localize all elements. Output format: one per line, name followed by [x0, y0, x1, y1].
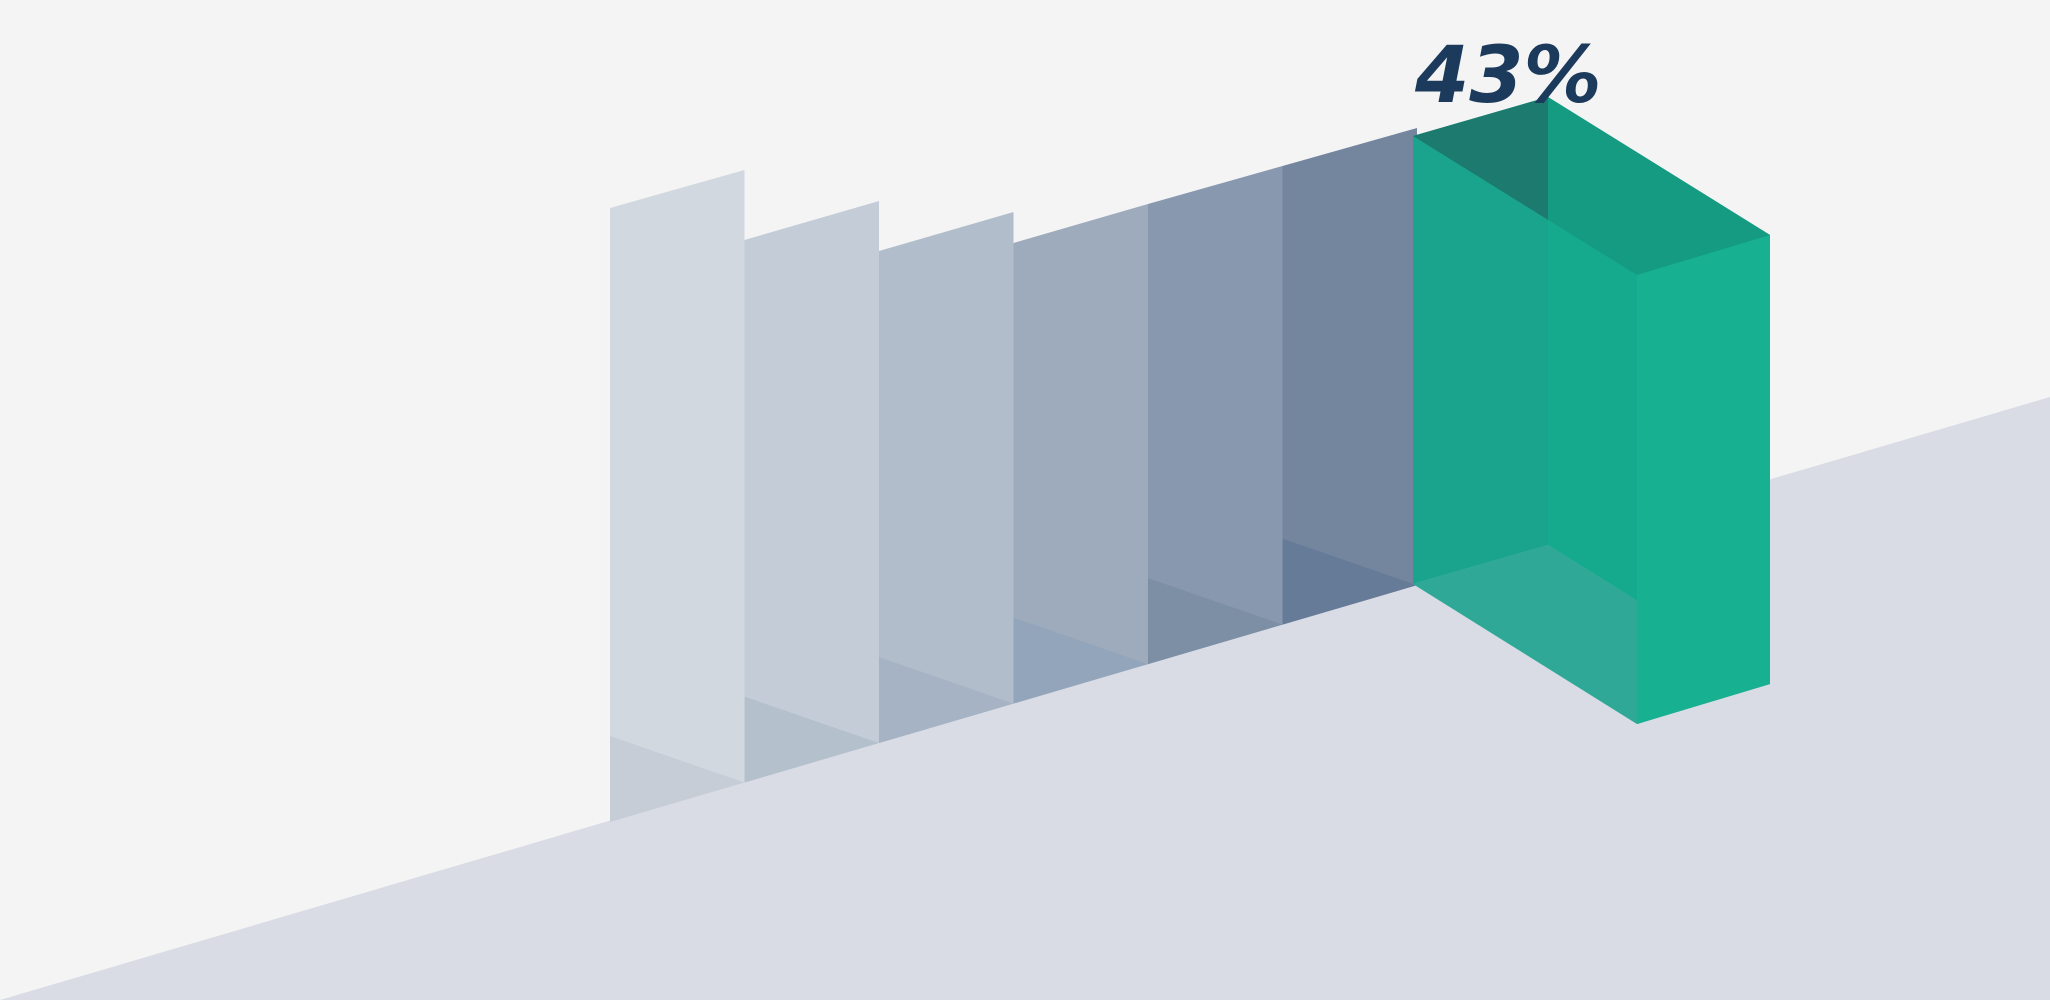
bar-panel-reflection — [610, 736, 745, 822]
bar-panel-face — [1013, 204, 1148, 704]
highlight-value-label: 43% — [1414, 31, 1602, 121]
bar-panel-reflection — [879, 657, 1014, 744]
bar-panel-face — [1148, 166, 1283, 665]
bar-panel-4 — [1013, 204, 1148, 704]
bar-panel-6 — [1282, 128, 1417, 625]
bar-panel-3 — [879, 212, 1014, 744]
bar-panel-face — [1282, 128, 1417, 625]
bar-panel-5 — [1148, 166, 1283, 665]
box-top-back-shade — [1413, 97, 1548, 220]
bar-panel-1 — [610, 170, 745, 822]
bar-panel-reflection — [1013, 617, 1148, 704]
bar-panel-reflection — [1282, 538, 1417, 625]
bar-panel-face — [610, 170, 745, 822]
highlight-box — [1413, 97, 1770, 724]
box-front-right-face — [1637, 235, 1770, 724]
bar-panels — [610, 128, 1417, 822]
bar-panel-face — [744, 201, 879, 783]
bar-panel-face — [879, 212, 1014, 744]
bar-panel-reflection — [1148, 578, 1283, 665]
bar-panel-2 — [744, 201, 879, 783]
bar-panel-reflection — [744, 696, 879, 783]
